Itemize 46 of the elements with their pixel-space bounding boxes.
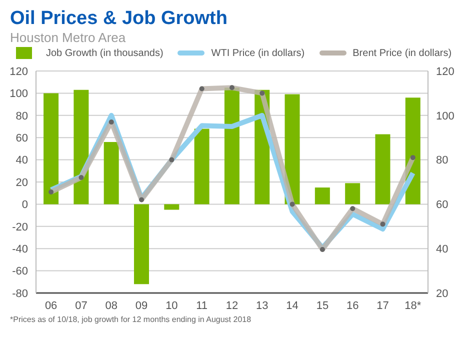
x-tick-label: 10 [166,300,178,312]
y2-tick-label: 60 [436,199,448,212]
legend-label: WTI Price (in dollars) [210,47,305,59]
x-tick-label: 13 [256,300,268,312]
bar [314,188,330,204]
x-tick-label: 12 [226,300,238,312]
y2-tick-label: 100 [436,110,454,122]
chart-title: Oil Prices & Job Growth [10,8,228,30]
y2-tick-label: 40 [436,244,448,256]
y-tick-label: -40 [12,244,28,256]
y-tick-label: 100 [10,88,28,100]
chart-subtitle: Houston Metro Area [10,30,127,45]
x-tick-label: 06 [44,300,58,312]
y2-tick-label: 120 [436,66,454,78]
y-tick-label: -80 [12,288,28,300]
y-tick-label: 60 [16,132,28,145]
y2-tick-label: 20 [436,288,448,300]
legend-label: Brent Price (in dollars) [352,47,452,59]
x-tick-label: 18* [404,300,422,312]
y-tick-label: -60 [12,266,28,278]
bar [375,134,390,204]
bar [134,204,149,284]
y-tick-label: 80 [16,110,28,122]
bar [44,93,59,204]
legend-label: Job Growth (in thousands) [45,47,164,59]
y-tick-label: 40 [16,154,28,167]
bar [74,90,89,204]
bar [104,142,119,204]
bar [345,183,360,204]
text: *Prices as of 10/18, job growth for 12 months ending in August 2018 [10,315,252,324]
x-tick-label: 09 [135,300,148,312]
bar [224,88,240,204]
x-tick-label: 08 [105,300,118,312]
x-tick-label: 17 [376,300,389,312]
bar [164,204,180,210]
x-tick-label: 11 [196,300,208,312]
y-tick-label: 120 [10,66,28,78]
y-tick-label: -20 [12,221,28,234]
x-tick-label: 07 [75,300,88,312]
y-tick-label: 0 [22,199,28,212]
x-tick-label: 16 [346,300,359,312]
y2-tick-label: 80 [436,154,448,167]
bar [194,128,210,204]
x-tick-label: 14 [286,300,298,312]
x-tick-label: 15 [316,300,329,312]
y-tick-label: 20 [16,176,28,189]
